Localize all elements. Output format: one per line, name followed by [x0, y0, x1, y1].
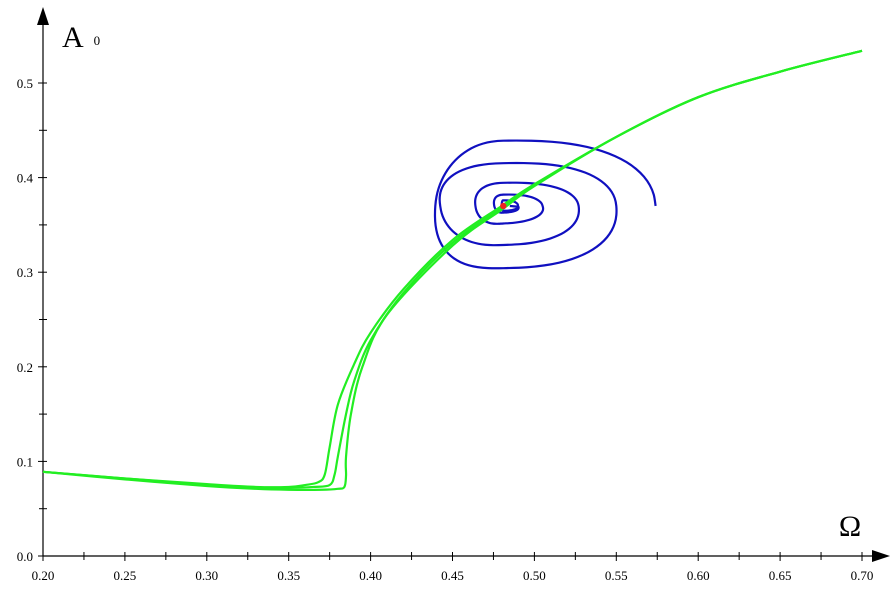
x-tick-label: 0.35: [277, 568, 300, 583]
plot-curves: [42, 49, 863, 491]
tick-labels: 0.20 0.25 0.30 0.35 0.40 0.45 0.50 0.55 0.60 0.65…: [17, 76, 874, 583]
x-axis-label: Ω: [839, 510, 861, 543]
spiral-trajectory: [433, 139, 657, 270]
x-tick-label: 0.20: [32, 568, 55, 583]
x-axis-arrowhead: [872, 550, 890, 562]
y-tick-label: 0.0: [17, 549, 33, 564]
y-tick-label: 0.5: [17, 76, 33, 91]
response-curve-2: [42, 49, 863, 490]
x-tick-label: 0.25: [114, 568, 137, 583]
x-tick-label: 0.60: [687, 568, 710, 583]
x-tick-label: 0.40: [359, 568, 382, 583]
response-curve-1: [42, 49, 863, 489]
tick-marks: [38, 82, 863, 561]
axes: [37, 7, 890, 562]
y-axis-label-main: A: [62, 21, 84, 54]
y-axis-label: A 0: [62, 21, 100, 54]
equilibrium-point: [500, 202, 507, 210]
y-axis-label-sub: 0: [94, 33, 101, 48]
x-tick-label: 0.30: [195, 568, 218, 583]
x-tick-label: 0.70: [851, 568, 874, 583]
y-tick-label: 0.2: [17, 360, 33, 375]
x-tick-label: 0.55: [605, 568, 628, 583]
y-tick-label: 0.3: [17, 265, 33, 280]
response-curve-3: [42, 49, 863, 491]
x-tick-label: 0.50: [523, 568, 546, 583]
y-tick-label: 0.4: [17, 171, 34, 186]
x-tick-label: 0.65: [769, 568, 792, 583]
y-tick-label: 0.1: [17, 454, 33, 469]
x-tick-label: 0.45: [441, 568, 464, 583]
y-axis-arrowhead: [37, 7, 49, 25]
